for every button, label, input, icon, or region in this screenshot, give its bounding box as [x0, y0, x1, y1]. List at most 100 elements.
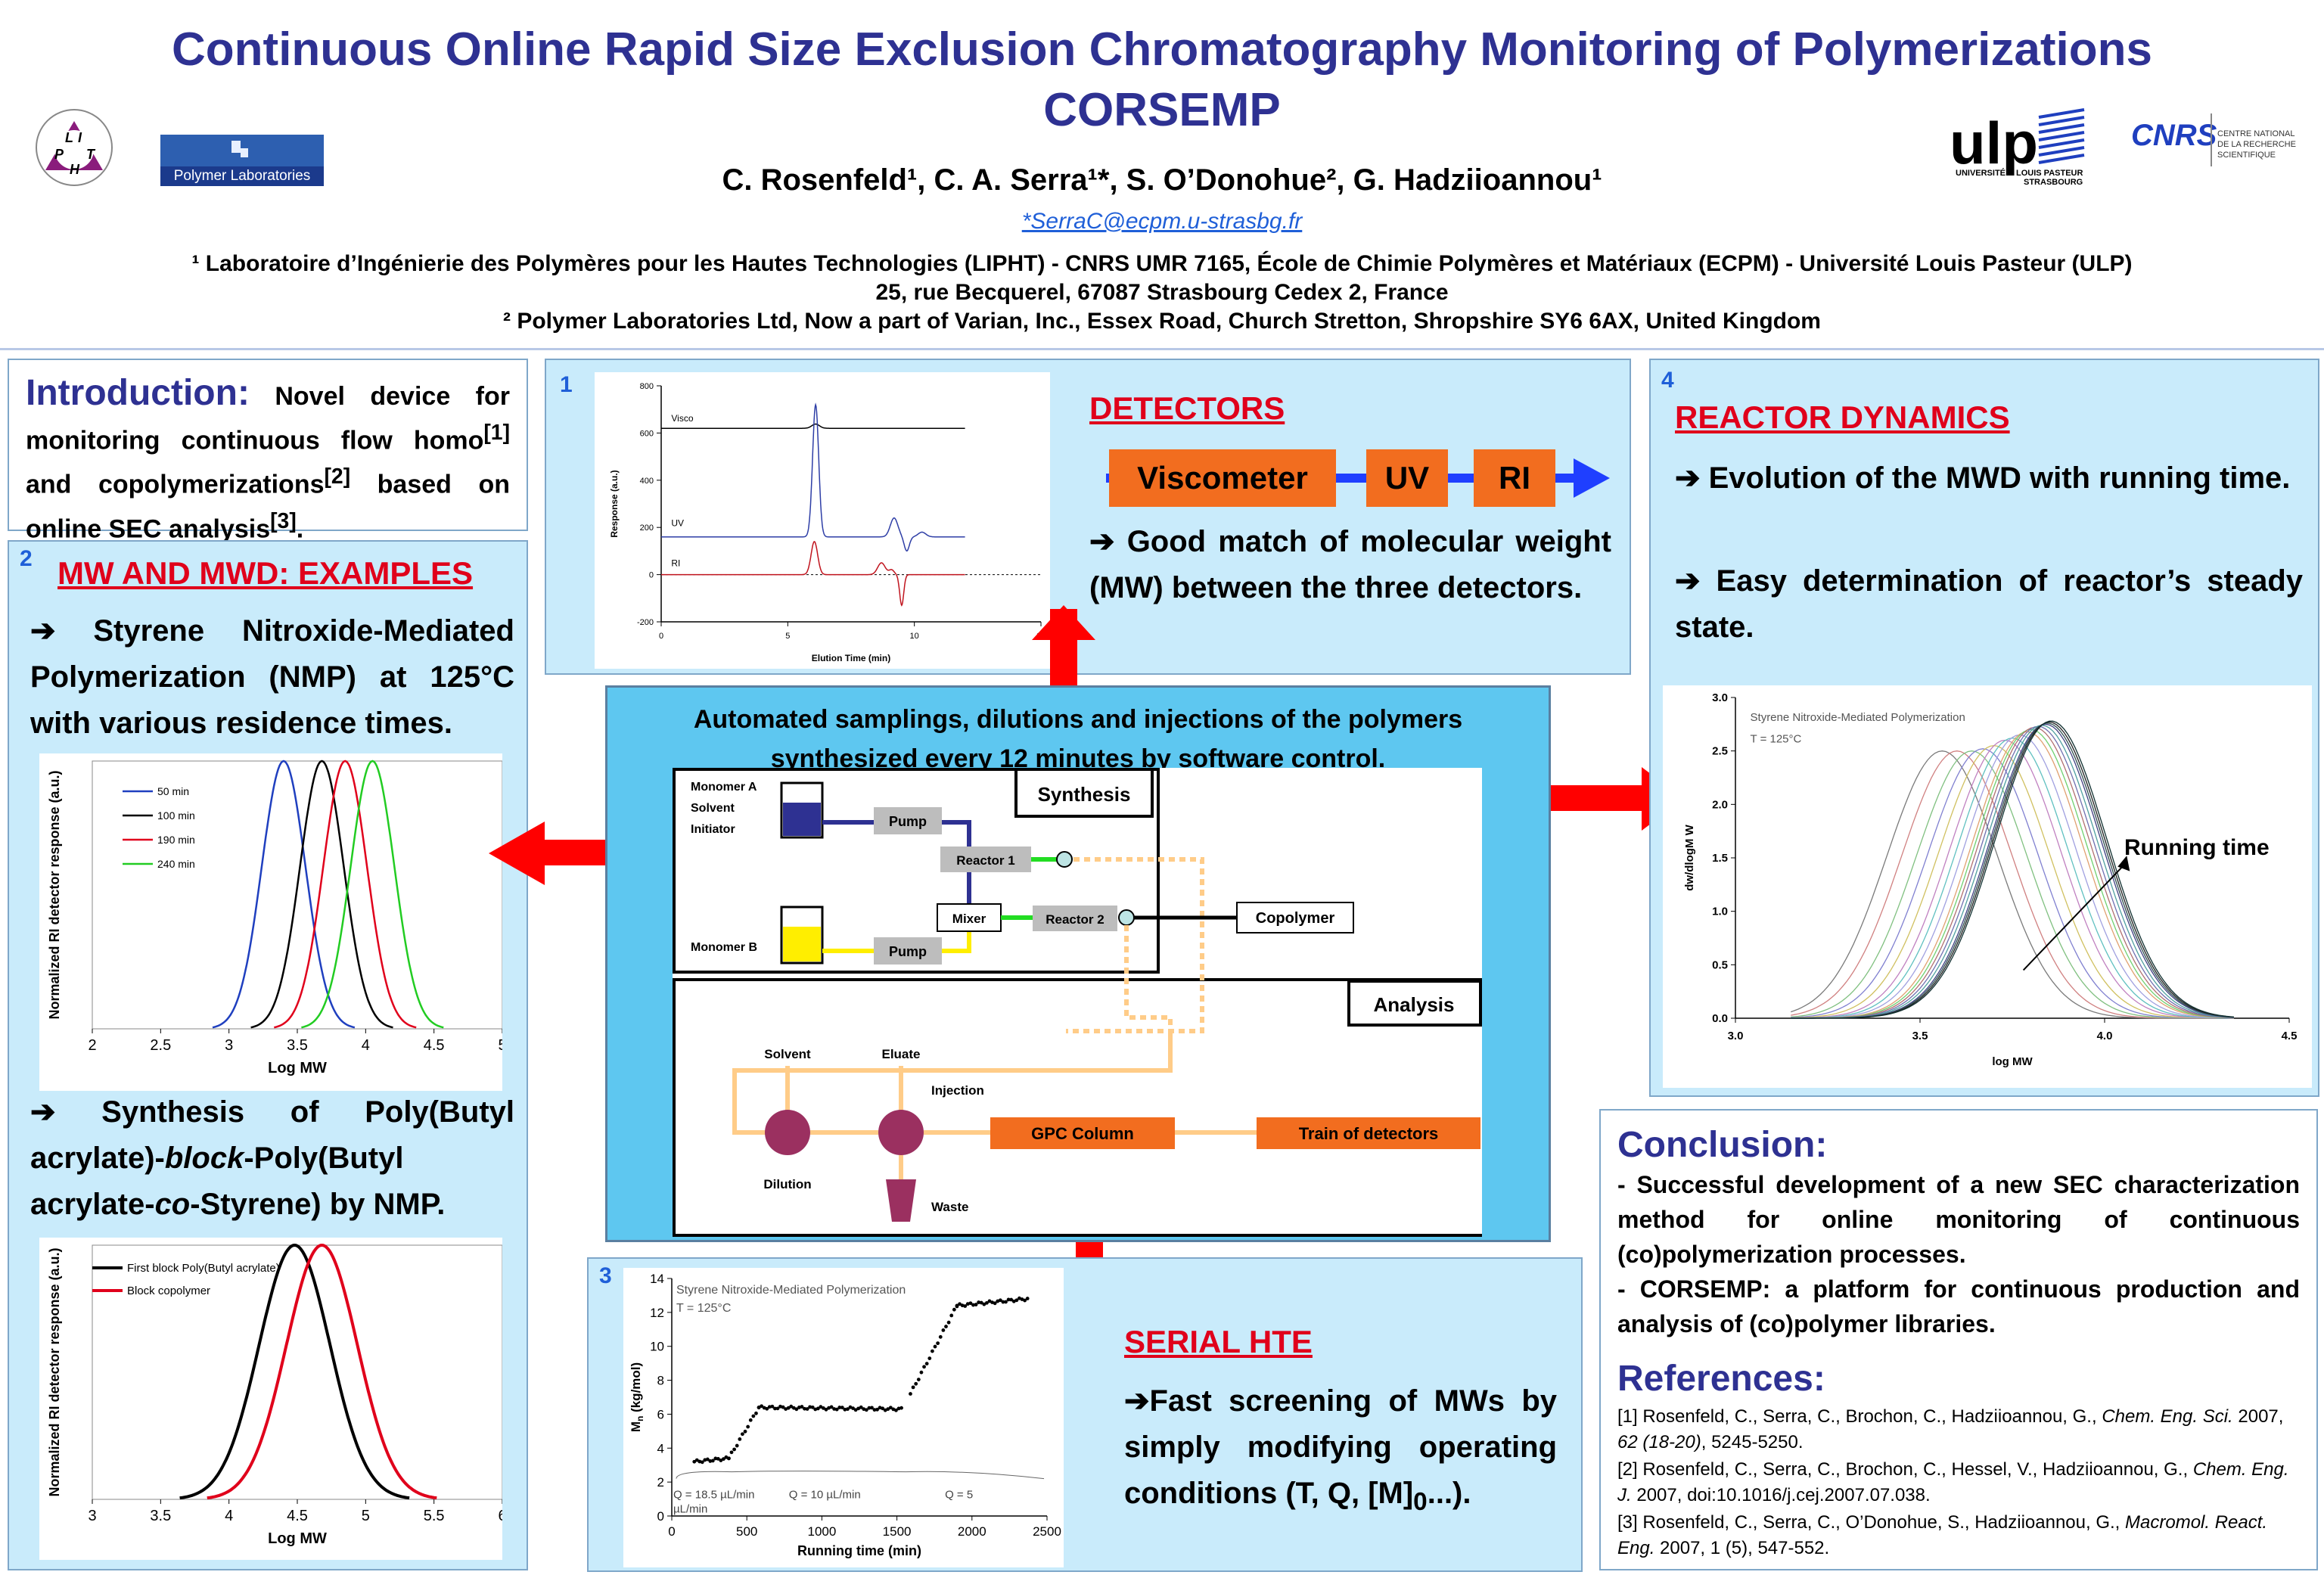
data-point: [751, 1414, 756, 1418]
ulp-sub: STRASBOURG: [2024, 178, 2083, 187]
ulp-sub: LOUIS PASTEUR: [2016, 169, 2083, 178]
data-point: [971, 1303, 975, 1307]
x-axis-label: Running time (min): [797, 1543, 921, 1558]
data-point: [822, 1406, 825, 1410]
data-point: [888, 1406, 893, 1410]
mw-mwd-examples-panel: 2 MW AND MWD: EXAMPLES ➔ Styrene Nitroxi…: [8, 540, 528, 1570]
legend-label: First block Poly(Butyl acrylate): [127, 1262, 280, 1275]
waste-label: Waste: [931, 1200, 968, 1214]
mwd-curve: [1791, 748, 2234, 1019]
mwd-evolution-bullet: ➔ Evolution of the MWD with running time…: [1675, 461, 2291, 495]
x-tick-label: 1500: [883, 1524, 912, 1539]
initiator-label: Initiator: [691, 823, 735, 836]
data-point: [840, 1406, 844, 1410]
segment-brace: [676, 1471, 1045, 1480]
lipht-logo: L I P H T: [21, 106, 127, 189]
data-point: [824, 1407, 828, 1412]
y-tick-label: 10: [650, 1340, 664, 1354]
data-point: [708, 1459, 713, 1463]
copolymer-label: Copolymer: [1256, 910, 1335, 927]
x-axis-label: Log MW: [268, 1530, 327, 1547]
x-tick-label: 4: [362, 1037, 370, 1054]
ri-trace: [661, 541, 965, 607]
data-point: [998, 1298, 1002, 1303]
reference-text: 2007, 1 (5), 547-552.: [1654, 1538, 1830, 1558]
data-point: [700, 1460, 704, 1465]
y-axis-label: dw/dlogM W: [1683, 824, 1696, 890]
eluate-label: Eluate: [881, 1047, 920, 1061]
x-tick-label: 3.5: [1912, 1030, 1928, 1042]
data-point: [979, 1300, 983, 1305]
bullet-text: co: [154, 1188, 191, 1221]
mwd-curve: [1791, 731, 2234, 1019]
injection-label: Injection: [931, 1083, 984, 1098]
x-tick-label: 4: [225, 1508, 233, 1524]
x-tick-label: 6: [498, 1508, 502, 1524]
data-point: [760, 1404, 764, 1409]
bullet-text: block: [164, 1142, 244, 1175]
data-point: [810, 1405, 815, 1409]
data-point: [924, 1362, 929, 1366]
data-point: [732, 1447, 737, 1452]
x-tick-label: 4.5: [287, 1508, 308, 1524]
series-line: [301, 760, 444, 1029]
cnrs-sub: SCIENTIFIQUE: [2217, 151, 2276, 160]
data-point: [911, 1385, 915, 1390]
data-point: [894, 1408, 898, 1412]
series-label: UV: [671, 518, 684, 529]
data-point: [982, 1302, 986, 1306]
data-point: [936, 1341, 940, 1346]
reactor-2-label: Reactor 2: [1045, 912, 1104, 927]
contact-email-link[interactable]: *SerraC@ecpm.u-strasbg.fr: [1021, 209, 1303, 234]
data-point: [713, 1456, 718, 1461]
y-tick-label: 2: [657, 1475, 664, 1490]
bullet-text: ➔ Synthesis of Poly(Butyl acrylate)-: [30, 1095, 514, 1175]
data-point: [927, 1356, 932, 1360]
polymer-labs-logo: Polymer Laboratories: [160, 135, 324, 186]
data-point: [832, 1407, 837, 1411]
x-tick-label: 2000: [958, 1524, 986, 1539]
reference-1: [1] Rosenfeld, C., Serra, C., Brochon, C…: [1617, 1404, 2300, 1455]
introduction-panel: Introduction: Novel device for monitorin…: [8, 359, 528, 543]
data-point: [987, 1299, 992, 1303]
x-tick-label: 2.5: [150, 1037, 171, 1054]
series-label: RI: [671, 558, 680, 569]
poster-title: Continuous Online Rapid Size Exclusion C…: [172, 23, 2152, 76]
data-point: [726, 1456, 731, 1461]
data-point: [1025, 1297, 1030, 1300]
plot-frame: [92, 1244, 503, 1500]
y-tick-label: 1.5: [1712, 852, 1728, 865]
data-point: [748, 1418, 753, 1422]
pump-b-label: Pump: [889, 944, 927, 959]
data-point: [985, 1300, 989, 1305]
viscometer-box: Viscometer: [1109, 449, 1336, 507]
data-point: [914, 1381, 918, 1386]
x-tick-label: 3.0: [1728, 1030, 1744, 1042]
affiliation-2: ² Polymer Laboratories Ltd, Now a part o…: [503, 309, 1821, 334]
data-point: [1006, 1297, 1011, 1302]
condition-label: Q = 18.5 µL/min: [673, 1488, 754, 1501]
reference-volume: 62 (18-20): [1617, 1432, 1701, 1452]
serial-hte-panel: 3 0 2 4 6 8 10 12 14 0 500 1000 1500 2000 2500 Running…: [587, 1257, 1583, 1572]
detectors-bullet: ➔ Good match of molecular weight (MW) be…: [1089, 525, 1611, 604]
pump-a-label: Pump: [889, 814, 927, 829]
introduction-body: .: [296, 514, 304, 543]
y-tick-label: 2.5: [1712, 745, 1728, 758]
uv-trace: [661, 402, 965, 552]
series-label: Visco: [671, 413, 693, 424]
data-point: [692, 1459, 697, 1464]
y-axis-label: Normalized RI detector response (a.u.): [47, 770, 62, 1019]
data-point: [803, 1406, 806, 1411]
x-axis-label: Log MW: [268, 1060, 327, 1076]
visco-trace: [661, 423, 965, 429]
data-point: [968, 1301, 973, 1306]
data-point: [767, 1405, 772, 1409]
data-point: [705, 1457, 710, 1462]
data-point: [843, 1407, 847, 1412]
y-tick-label: 6: [657, 1407, 664, 1421]
x-tick-label: 3.5: [287, 1037, 308, 1054]
data-point: [896, 1406, 901, 1411]
y-tick-label: 600: [640, 429, 654, 438]
data-point: [965, 1302, 970, 1306]
data-point: [775, 1406, 780, 1411]
